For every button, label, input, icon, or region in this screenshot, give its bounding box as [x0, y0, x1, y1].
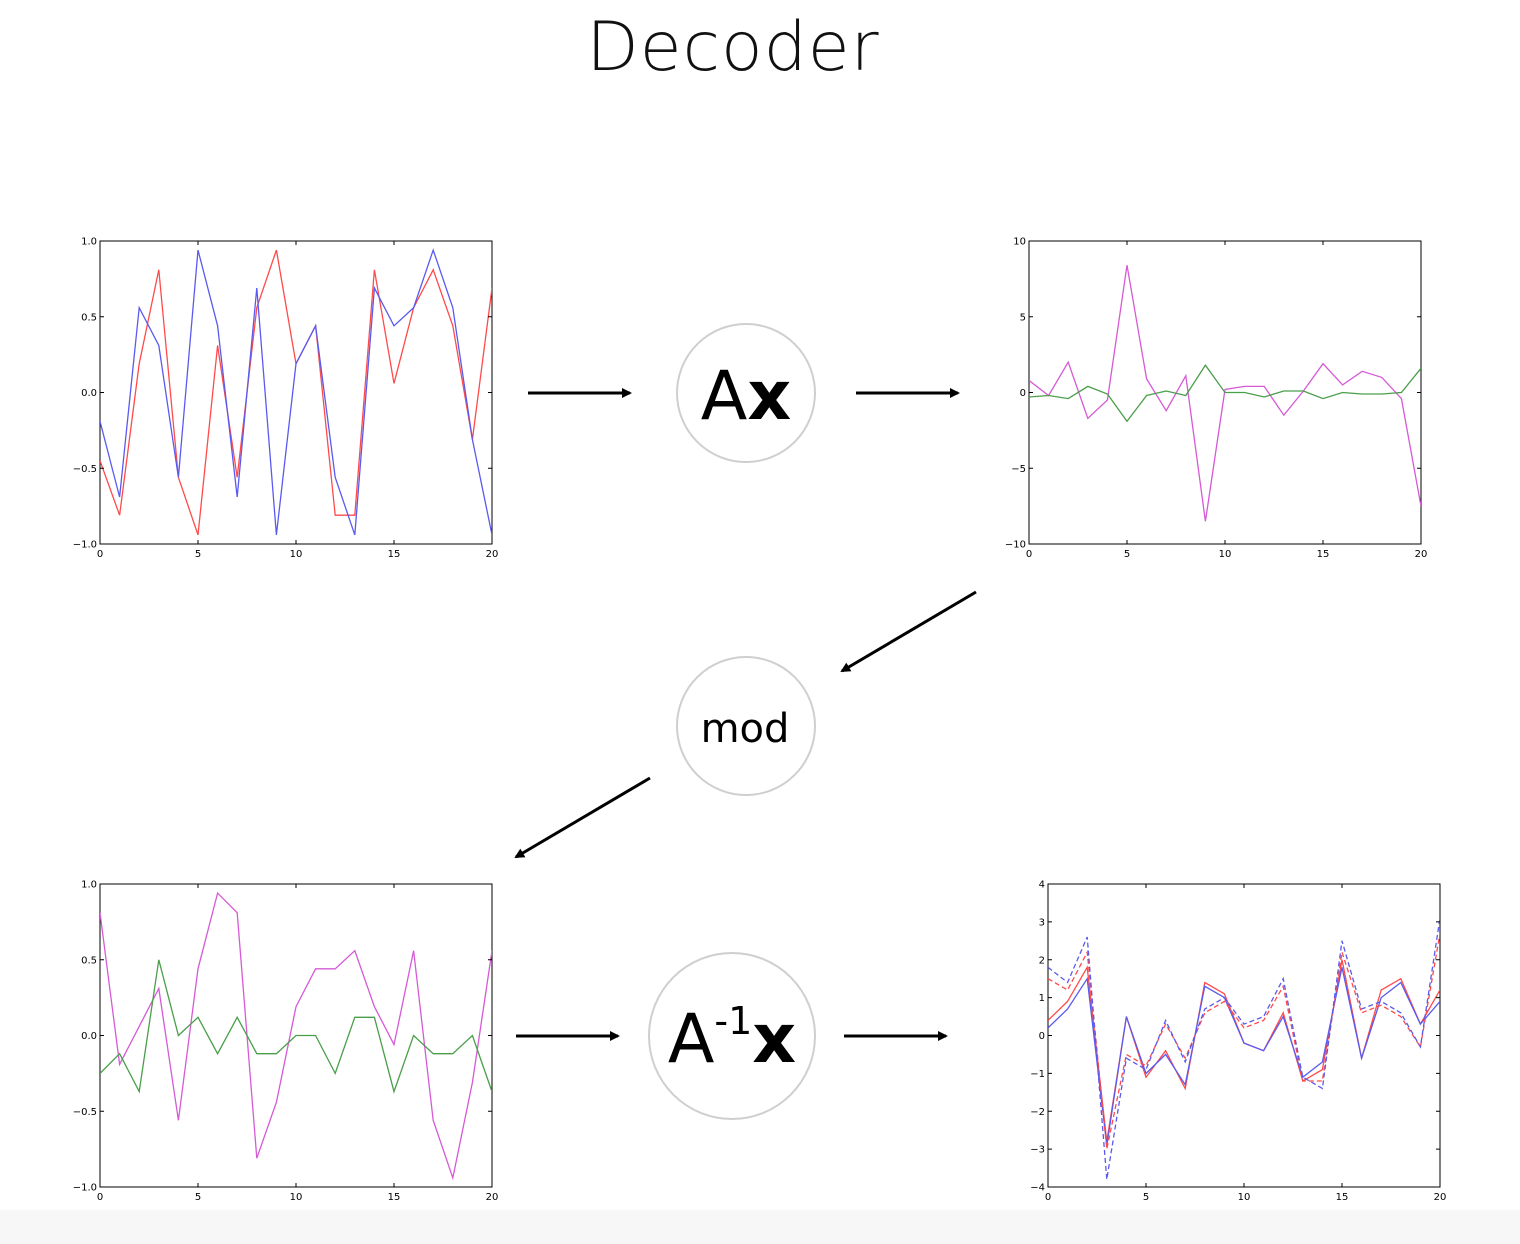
x-tick-label: 0: [97, 549, 103, 560]
y-tick-label: −0.5: [73, 1107, 97, 1118]
series-line-green: [100, 959, 492, 1094]
series-line-red-dashed: [1048, 933, 1440, 1150]
arrows: [514, 388, 977, 1041]
y-tick-label: 3: [1039, 917, 1045, 928]
x-tick-label: 0: [1045, 1192, 1051, 1203]
y-tick-label: −10: [1005, 540, 1026, 551]
x-tick-label: 15: [1336, 1192, 1349, 1203]
x-tick-label: 20: [1434, 1192, 1447, 1203]
node-ax-x: x: [747, 357, 791, 436]
y-tick-label: 4: [1039, 880, 1045, 891]
x-tick-label: 10: [1219, 549, 1232, 560]
x-tick-label: 5: [1124, 549, 1130, 560]
plot-frame: [99, 240, 493, 545]
y-tick-label: −1: [1030, 1069, 1045, 1080]
y-tick-label: 1.0: [81, 880, 97, 891]
node-ax: Ax: [676, 323, 816, 463]
node-mod: mod: [676, 656, 816, 796]
y-tick-label: 2: [1039, 955, 1045, 966]
x-tick-label: 0: [1026, 549, 1032, 560]
chart-top-left: 0 5 10 15 20 1.0 0.5 0.0 −0.5 −1.0: [73, 237, 499, 561]
node-ainv: A-1x: [648, 952, 816, 1120]
x-tick-label: 15: [1317, 549, 1330, 560]
y-tick-label: 10: [1013, 237, 1026, 248]
node-ax-label: Ax: [701, 357, 791, 436]
y-tick-label: −4: [1030, 1183, 1045, 1194]
x-tick-label: 10: [1238, 1192, 1251, 1203]
x-tick-label: 15: [388, 549, 401, 560]
node-ainv-sup: -1: [714, 999, 752, 1043]
y-tick-label: −1.0: [73, 1183, 97, 1194]
x-tick-label: 5: [1143, 1192, 1149, 1203]
series-line-green: [1029, 364, 1421, 423]
y-tick-label: 1.0: [81, 237, 97, 248]
y-tick-label: 0.5: [81, 312, 97, 323]
y-tick-label: −0.5: [73, 464, 97, 475]
y-tick-label: 0.5: [81, 955, 97, 966]
node-mod-label: mod: [701, 706, 790, 752]
y-tick-label: 0.0: [81, 1031, 97, 1042]
footer-strip: [0, 1210, 1520, 1244]
chart-bottom-left: 0 5 10 15 20 1.0 0.5 0.0 −0.5 −1.0: [73, 880, 499, 1204]
x-tick-label: 20: [486, 1192, 499, 1203]
x-tick-label: 10: [290, 1192, 303, 1203]
series-line-blue: [100, 248, 492, 536]
y-tick-label: −3: [1030, 1145, 1045, 1156]
y-tick-label: −1.0: [73, 540, 97, 551]
node-ainv-a: A: [668, 1000, 715, 1079]
y-tick-label: −5: [1011, 464, 1026, 475]
y-tick-label: 1: [1039, 993, 1045, 1004]
series-line-blue-dashed: [1048, 918, 1440, 1180]
x-tick-label: 20: [486, 549, 499, 560]
y-tick-label: −2: [1030, 1107, 1045, 1118]
x-tick-label: 5: [195, 549, 201, 560]
node-ainv-label: A-1x: [668, 999, 796, 1079]
series-line-magenta: [1029, 265, 1421, 522]
x-tick-label: 0: [97, 1192, 103, 1203]
x-tick-label: 15: [388, 1192, 401, 1203]
series-line-magenta: [100, 891, 492, 1181]
x-tick-label: 20: [1415, 549, 1428, 560]
y-tick-label: 5: [1020, 312, 1026, 323]
arrow-mod-to-chart: [514, 776, 651, 859]
y-tick-label: 0.0: [81, 388, 97, 399]
series-line-blue: [1048, 967, 1440, 1146]
arrow-chart-to-mod: [840, 590, 977, 673]
page-title: Decoder: [586, 8, 880, 87]
y-tick-label: 0: [1039, 1031, 1045, 1042]
chart-top-right: 0 5 10 15 20 10 5 0 −5 −10: [1005, 237, 1427, 561]
node-ax-a: A: [701, 357, 748, 436]
y-tick-label: 0: [1020, 388, 1026, 399]
x-tick-label: 5: [195, 1192, 201, 1203]
node-ainv-x: x: [752, 1000, 796, 1079]
x-tick-label: 10: [290, 549, 303, 560]
